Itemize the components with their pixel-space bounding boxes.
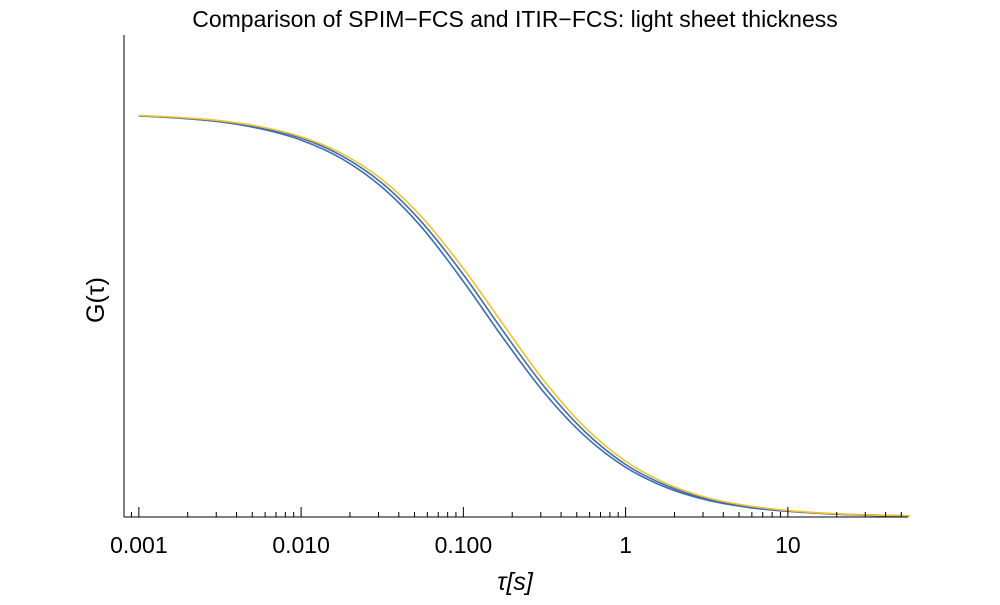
x-ticks: 0.001 0.010 0.100 1 10 xyxy=(110,507,902,558)
x-tick-label: 10 xyxy=(775,532,801,558)
series-line-yellow xyxy=(138,114,910,517)
series-line-blue-lower xyxy=(138,115,910,517)
series-line-blue-middle xyxy=(138,115,910,517)
x-tick-label: 1 xyxy=(619,532,632,558)
x-tick-label: 0.010 xyxy=(272,532,330,558)
y-axis-label: G(τ) xyxy=(82,277,110,323)
chart-title: Comparison of SPIM−FCS and ITIR−FCS: lig… xyxy=(192,6,838,32)
x-tick-label: 0.001 xyxy=(110,532,168,558)
x-axis-label: τ[s] xyxy=(497,568,534,596)
x-tick-label: 0.100 xyxy=(435,532,493,558)
series-layer xyxy=(138,114,910,517)
